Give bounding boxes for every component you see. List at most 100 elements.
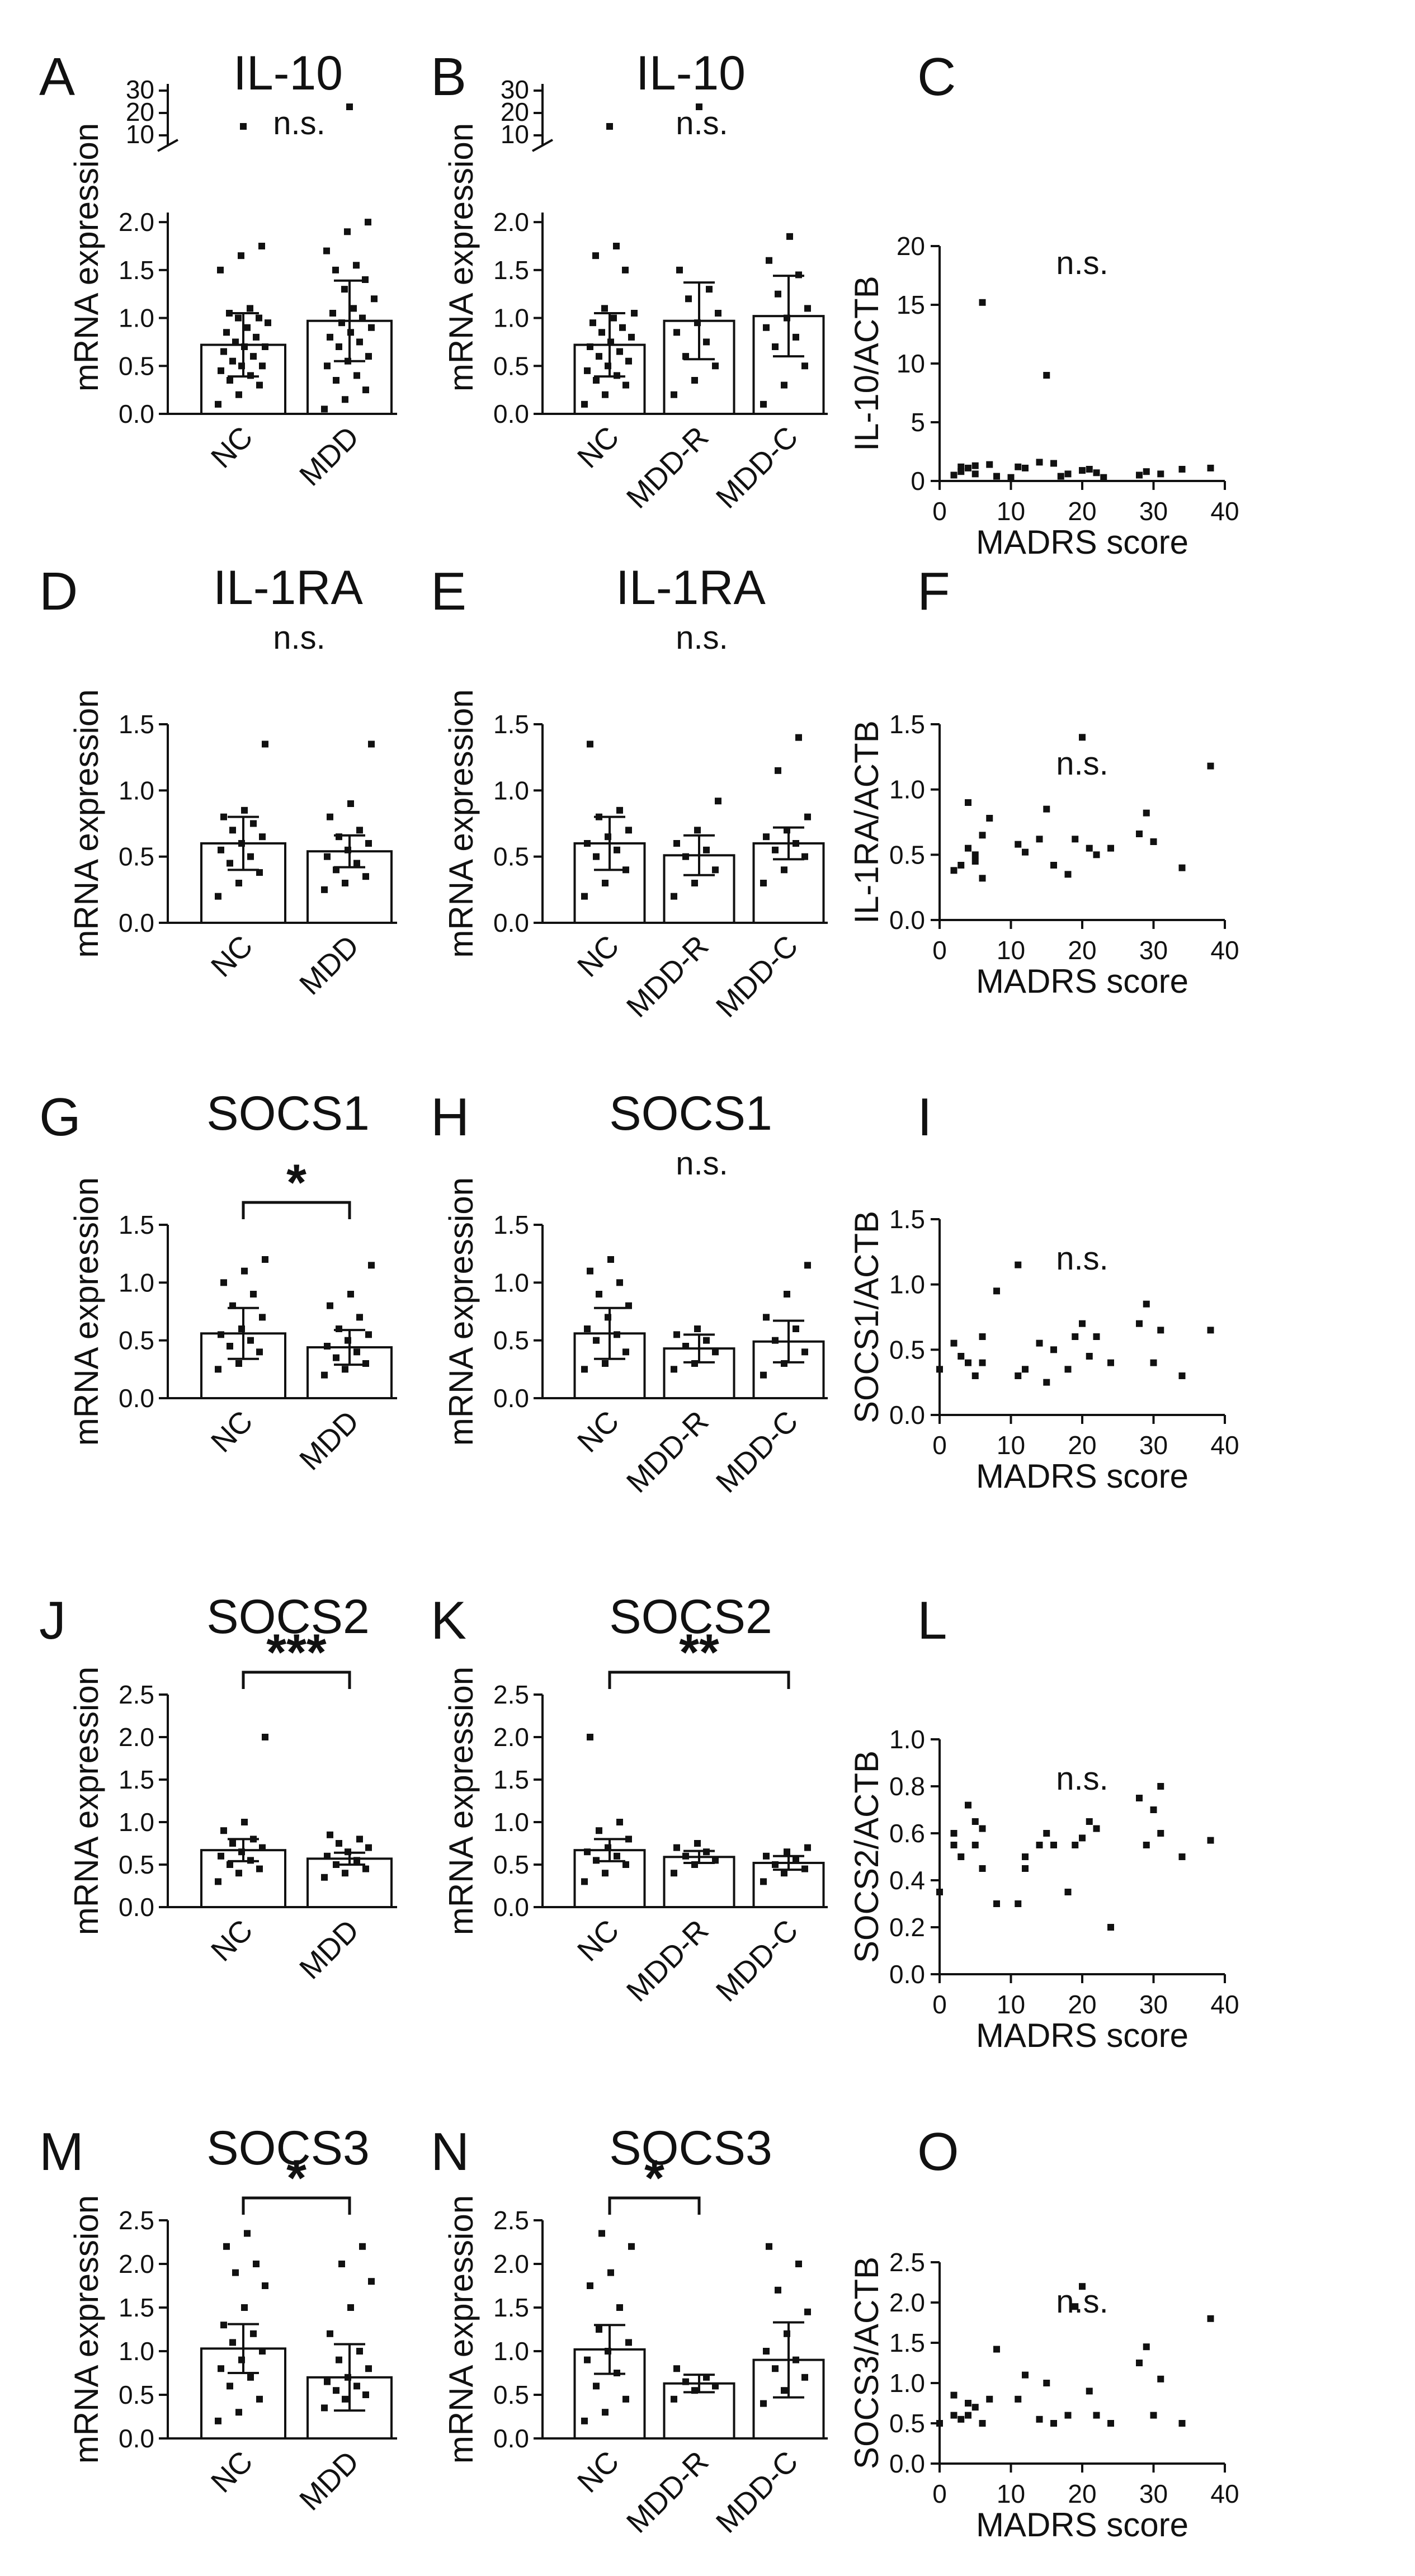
y-tick-label: 1.0 bbox=[493, 2337, 529, 2366]
data-point bbox=[766, 257, 772, 264]
data-point bbox=[671, 893, 677, 900]
y-tick-label: 1.5 bbox=[119, 1765, 154, 1794]
data-point bbox=[584, 1325, 591, 1332]
scatter-point bbox=[1007, 474, 1015, 481]
scatter-point bbox=[1093, 469, 1100, 476]
significance-label: n.s. bbox=[676, 1145, 728, 1182]
data-point bbox=[616, 1279, 623, 1286]
data-point bbox=[784, 2330, 790, 2337]
scatter-point bbox=[1150, 1359, 1157, 1366]
data-point bbox=[253, 2261, 260, 2267]
data-point bbox=[625, 827, 632, 834]
data-point bbox=[338, 2261, 345, 2267]
data-point bbox=[795, 271, 802, 279]
scatter-point bbox=[1150, 2412, 1157, 2419]
data-point bbox=[607, 1256, 614, 1263]
data-point bbox=[362, 386, 369, 394]
data-point bbox=[584, 2356, 591, 2363]
data-point bbox=[342, 880, 348, 886]
data-point bbox=[760, 880, 767, 886]
data-point bbox=[227, 1861, 233, 1868]
data-point bbox=[321, 2404, 328, 2412]
scatter-point bbox=[971, 462, 979, 469]
data-point bbox=[766, 2243, 772, 2250]
data-point bbox=[227, 377, 233, 384]
data-point bbox=[220, 1279, 227, 1286]
data-point bbox=[691, 880, 698, 886]
y-axis-label: mRNA expression bbox=[68, 689, 105, 957]
data-point bbox=[682, 353, 689, 360]
data-point bbox=[356, 1314, 363, 1321]
data-point bbox=[336, 833, 342, 841]
data-point bbox=[801, 1865, 808, 1872]
data-point bbox=[265, 319, 271, 327]
chart-title: SOCS3 bbox=[609, 2121, 772, 2175]
data-point bbox=[772, 1861, 779, 1868]
data-point bbox=[775, 767, 781, 774]
data-point bbox=[241, 1267, 248, 1275]
data-point bbox=[622, 1348, 629, 1356]
scatter-point bbox=[1050, 2420, 1057, 2427]
x-axis-label: MADRS score bbox=[976, 1457, 1188, 1495]
y-tick-label: 5 bbox=[911, 408, 925, 437]
y-tick-label: 1.5 bbox=[119, 256, 154, 285]
scatter-point bbox=[1093, 851, 1100, 858]
data-point bbox=[793, 840, 799, 847]
x-axis-label: MADRS score bbox=[976, 523, 1188, 561]
data-point bbox=[628, 2243, 635, 2250]
y-tick-label: 0.0 bbox=[119, 1384, 154, 1413]
x-tick-label: 20 bbox=[1068, 497, 1096, 526]
x-category-label: MDD-C bbox=[710, 1913, 805, 2008]
data-point bbox=[581, 893, 588, 900]
scatter-point bbox=[1157, 2375, 1164, 2382]
data-point bbox=[365, 219, 371, 226]
scatter-point bbox=[1064, 1366, 1072, 1373]
data-point bbox=[232, 2269, 239, 2276]
y-tick-label: 0.5 bbox=[889, 1335, 925, 1364]
y-tick-label: 0.5 bbox=[119, 1326, 154, 1355]
data-point bbox=[760, 1371, 767, 1379]
data-point bbox=[801, 853, 808, 860]
data-point bbox=[706, 286, 713, 293]
y-tick-label: 1.0 bbox=[889, 2369, 925, 2398]
scatter-point bbox=[1143, 1300, 1150, 1308]
x-category-label: MDD bbox=[293, 1913, 365, 1985]
y-tick-label: 2.0 bbox=[119, 207, 154, 237]
scatter-point bbox=[1072, 836, 1079, 843]
scatter-point bbox=[1072, 2303, 1079, 2310]
data-point bbox=[596, 1291, 602, 1298]
data-point bbox=[784, 1848, 790, 1856]
scatter-point bbox=[1079, 1320, 1086, 1327]
scatter-point bbox=[1064, 871, 1072, 878]
data-point bbox=[220, 813, 227, 820]
data-point bbox=[365, 2365, 372, 2372]
data-point bbox=[362, 276, 369, 283]
data-point bbox=[344, 228, 351, 235]
data-point bbox=[781, 1360, 787, 1367]
x-tick-label: 0 bbox=[932, 936, 947, 965]
data-point bbox=[327, 2330, 333, 2337]
data-point bbox=[365, 1844, 372, 1851]
panel-letter-I: I bbox=[917, 1087, 932, 1147]
data-point bbox=[602, 2409, 609, 2416]
significance-label: n.s. bbox=[676, 105, 728, 141]
data-point bbox=[622, 866, 629, 874]
panel-N: N SOCS3 0.0 0.5 1.0 1.5 2.0 2.5 mRNA expression N… bbox=[431, 2121, 828, 2540]
data-point bbox=[616, 806, 623, 814]
data-point bbox=[347, 1291, 354, 1298]
x-category-label: NC bbox=[571, 2445, 626, 2499]
y-axis-label: mRNA expression bbox=[442, 1667, 480, 1935]
x-category-label: NC bbox=[571, 1913, 626, 1968]
data-point bbox=[596, 1827, 602, 1834]
data-point bbox=[691, 377, 698, 384]
x-tick-label: 10 bbox=[997, 1431, 1025, 1460]
data-point bbox=[324, 853, 331, 860]
data-point bbox=[712, 866, 719, 874]
data-point bbox=[227, 860, 233, 867]
scatter-point bbox=[1064, 1889, 1072, 1895]
data-point bbox=[622, 381, 629, 389]
data-point bbox=[613, 243, 620, 249]
significance-bracket bbox=[242, 1201, 351, 1219]
data-point bbox=[691, 1360, 698, 1367]
